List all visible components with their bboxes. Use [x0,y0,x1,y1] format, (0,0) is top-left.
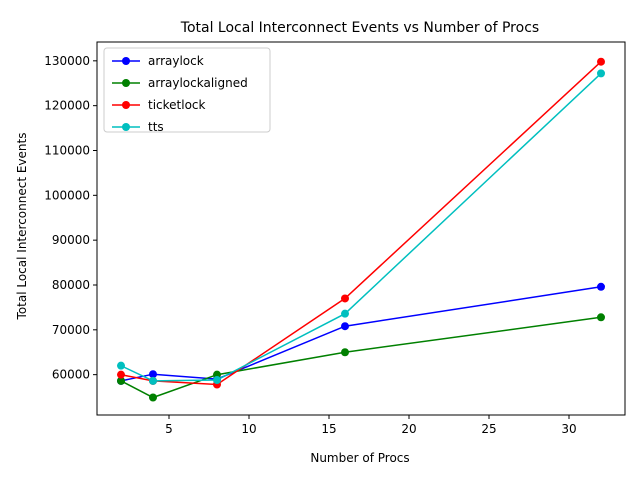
data-point-arraylockaligned [149,393,157,402]
x-tick-label: 10 [241,422,256,436]
y-axis-label: Total Local Interconnect Events [15,133,29,321]
series-line-arraylock [120,286,602,382]
plot-area [96,41,626,416]
data-point-tts [149,376,157,385]
legend-marker-ticketlock [122,101,130,109]
data-point-tts [117,361,125,370]
data-point-tts [341,309,349,318]
legend-label-ticketlock: ticketlock [148,98,206,112]
y-tick-label: 90000 [52,233,90,247]
y-tick-label: 70000 [52,323,90,337]
x-tick-label: 25 [481,422,496,436]
data-point-ticketlock [117,370,125,379]
data-point-arraylockaligned [341,348,349,357]
data-point-arraylockaligned [117,376,125,385]
y-tick-label: 100000 [44,188,90,202]
y-tick-label: 110000 [44,143,90,157]
data-point-ticketlock [341,294,349,303]
data-point-ticketlock [597,57,605,66]
y-tick-label: 120000 [44,99,90,113]
legend-label-arraylock: arraylock [148,54,204,68]
data-point-arraylock [341,322,349,331]
x-axis-ticks: 5 10 15 20 25 30 [165,415,577,436]
plot-frame [96,41,626,416]
data-point-tts [597,69,605,78]
data-point-arraylock [597,282,605,291]
x-tick-label: 20 [401,422,416,436]
x-tick-label: 30 [561,422,576,436]
legend-label-arraylockaligned: arraylockaligned [148,76,248,90]
legend-box [103,47,271,133]
series-line-arraylockaligned [120,316,602,399]
data-point-tts [213,376,221,385]
legend-marker-arraylock [122,57,130,65]
legend-marker-arraylockaligned [122,79,130,87]
x-tick-label: 15 [321,422,336,436]
data-point-arraylockaligned [597,313,605,322]
chart-title: Total Local Interconnect Events vs Numbe… [180,20,539,36]
y-tick-label: 130000 [44,54,90,68]
data-point-arraylock [149,370,157,379]
x-tick-label: 5 [165,422,173,436]
y-tick-label: 60000 [52,368,90,382]
y-axis-ticks: 60000 70000 80000 90000 100000 110000 120000 13… [44,54,97,382]
y-tick-label: 80000 [52,278,90,292]
legend-label-tts: tts [148,120,164,134]
x-axis-label: Number of Procs [310,451,409,465]
legend: arraylock arraylockaligned ticketlock tts [103,47,271,134]
legend-marker-tts [122,123,130,131]
